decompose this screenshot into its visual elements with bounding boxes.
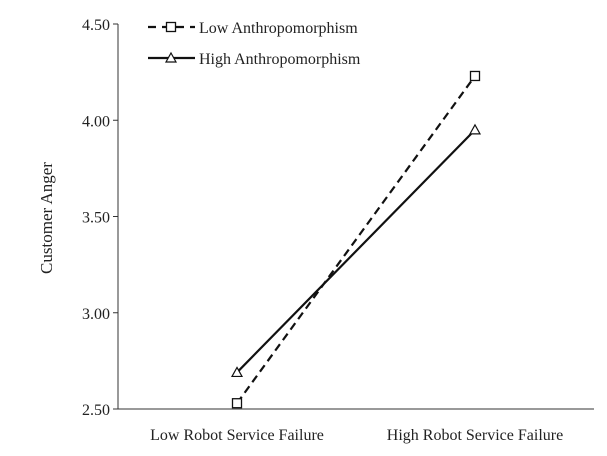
- y-tick-label: 3.50: [82, 210, 110, 227]
- series-line: [236, 75, 476, 404]
- y-ticks: 2.50 3.00 3.50 4.00 4.50: [82, 17, 118, 419]
- y-tick-label: 2.50: [82, 402, 110, 419]
- x-tick-label: Low Robot Service Failure: [150, 427, 324, 444]
- legend-marker-triangle: [164, 51, 178, 63]
- y-tick-label: 4.50: [82, 17, 110, 34]
- data-point-square: [469, 70, 481, 82]
- data-point-square: [231, 398, 243, 409]
- series-group: [230, 70, 482, 409]
- data-point-triangle: [468, 123, 482, 135]
- data-point-triangle: [230, 366, 244, 378]
- x-tick-labels: Low Robot Service Failure High Robot Serv…: [150, 427, 563, 444]
- series-high-anthropomorphism: [230, 123, 482, 378]
- y-tick-label: 4.00: [82, 113, 110, 130]
- series-low-anthropomorphism: [231, 70, 481, 409]
- x-tick-label: High Robot Service Failure: [387, 427, 563, 444]
- legend-label: High Anthropomorphism: [199, 51, 361, 68]
- legend-item: Low Anthropomorphism: [148, 20, 358, 37]
- legend: Low Anthropomorphism High Anthropomorphis…: [148, 20, 361, 68]
- legend-item: High Anthropomorphism: [148, 51, 361, 68]
- series-line: [236, 129, 476, 374]
- y-tick-label: 3.00: [82, 306, 110, 323]
- legend-marker-square: [165, 21, 177, 33]
- y-axis-label: Customer Anger: [37, 162, 56, 274]
- axes: [117, 24, 594, 410]
- legend-label: Low Anthropomorphism: [199, 20, 358, 37]
